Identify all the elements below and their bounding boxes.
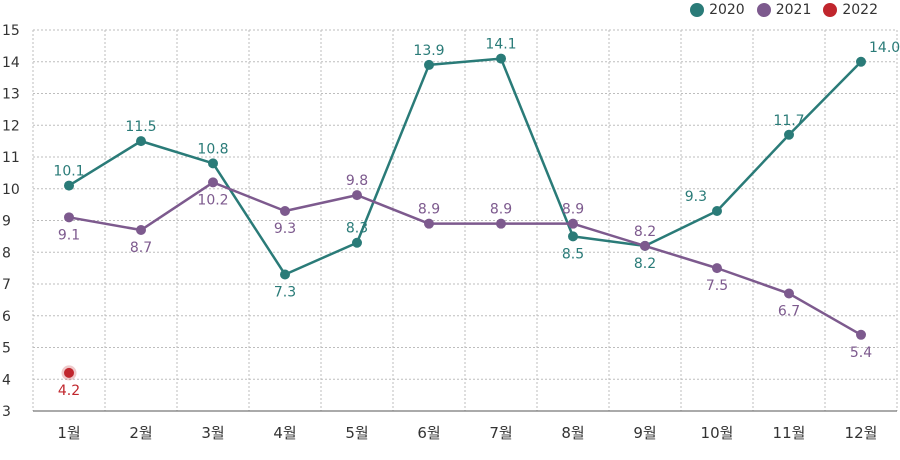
data-label-2020: 8.3 bbox=[346, 221, 368, 237]
x-tick-label: 8월 bbox=[561, 424, 584, 442]
data-point-2020 bbox=[424, 59, 434, 70]
y-tick-label: 6 bbox=[2, 309, 11, 325]
y-tick-label: 12 bbox=[2, 118, 20, 134]
data-label-2021: 8.2 bbox=[634, 224, 656, 240]
x-tick-label: 10월 bbox=[701, 424, 734, 442]
x-tick-label: 3월 bbox=[201, 424, 224, 442]
data-label-2020: 11.5 bbox=[125, 119, 156, 135]
y-tick-label: 7 bbox=[2, 277, 11, 293]
legend-label-2022: 2022 bbox=[842, 2, 878, 18]
legend-swatch-2021 bbox=[756, 3, 771, 17]
data-point-2021 bbox=[136, 225, 146, 236]
x-tick-label: 6월 bbox=[417, 424, 440, 442]
legend-item-2020: 2020 bbox=[690, 2, 745, 18]
data-label-2021: 8.9 bbox=[490, 202, 512, 218]
data-label-2021: 9.1 bbox=[58, 227, 80, 243]
data-label-2020: 14.1 bbox=[485, 37, 516, 53]
data-label-2021: 8.9 bbox=[562, 202, 584, 218]
y-tick-label: 10 bbox=[2, 182, 20, 198]
data-label-2021: 6.7 bbox=[778, 304, 800, 320]
data-point-2020 bbox=[352, 237, 362, 248]
y-tick-label: 4 bbox=[2, 372, 11, 388]
x-tick-label: 9월 bbox=[633, 424, 656, 442]
y-tick-label: 5 bbox=[2, 341, 11, 357]
y-tick-label: 9 bbox=[2, 214, 11, 230]
data-label-2020: 10.1 bbox=[53, 164, 84, 180]
x-tick-label: 7월 bbox=[489, 424, 512, 442]
data-label-2020: 8.5 bbox=[562, 246, 584, 262]
data-point-2021 bbox=[712, 263, 722, 274]
y-tick-label: 15 bbox=[2, 23, 20, 39]
data-point-2021 bbox=[208, 177, 218, 188]
data-label-2020: 14.0 bbox=[869, 40, 900, 56]
legend-label-2021: 2021 bbox=[775, 2, 812, 18]
y-tick-label: 14 bbox=[2, 55, 20, 71]
data-point-2021 bbox=[568, 218, 578, 229]
data-point-2020 bbox=[568, 231, 578, 242]
data-label-2021: 8.7 bbox=[130, 240, 152, 256]
x-tick-label: 2월 bbox=[129, 424, 152, 442]
data-point-2020 bbox=[784, 129, 794, 140]
data-label-2020: 11.7 bbox=[773, 113, 804, 129]
data-point-2021 bbox=[496, 218, 506, 229]
data-point-2020 bbox=[64, 180, 74, 191]
legend-item-2021: 2021 bbox=[756, 2, 812, 18]
legend-swatch-2020 bbox=[690, 3, 705, 17]
x-tick-label: 12월 bbox=[845, 424, 878, 442]
y-tick-label: 11 bbox=[2, 150, 20, 166]
data-label-2021: 8.9 bbox=[418, 202, 440, 218]
data-point-2021 bbox=[424, 218, 434, 229]
data-label-2021: 10.2 bbox=[197, 192, 228, 208]
data-point-2021 bbox=[352, 190, 362, 201]
y-tick-label: 8 bbox=[2, 245, 11, 261]
data-label-2020: 9.3 bbox=[685, 189, 707, 205]
data-label-2021: 9.3 bbox=[274, 221, 296, 237]
x-tick-label: 4월 bbox=[273, 424, 296, 442]
data-label-2020: 10.8 bbox=[197, 141, 228, 157]
data-label-2020: 7.3 bbox=[274, 284, 296, 300]
data-label-2020: 8.2 bbox=[634, 256, 656, 272]
data-point-2020 bbox=[856, 56, 866, 67]
x-tick-label: 1월 bbox=[57, 424, 80, 442]
legend: 2020 2021 2022 bbox=[690, 2, 878, 18]
data-point-2021 bbox=[640, 240, 650, 251]
data-label-2020: 13.9 bbox=[413, 43, 444, 59]
data-label-2021: 7.5 bbox=[706, 278, 728, 294]
data-point-2021 bbox=[280, 205, 290, 216]
data-point-2020 bbox=[496, 53, 506, 64]
legend-label-2020: 2020 bbox=[709, 2, 745, 18]
data-point-2020 bbox=[712, 205, 722, 216]
legend-swatch-2022 bbox=[823, 3, 838, 17]
legend-item-2022: 2022 bbox=[823, 2, 878, 18]
data-point-2020 bbox=[280, 269, 290, 280]
series-line-2020 bbox=[68, 57, 862, 276]
data-point-2021 bbox=[784, 288, 794, 299]
data-label-2021: 5.4 bbox=[850, 345, 872, 361]
x-tick-label: 5월 bbox=[345, 424, 368, 442]
x-tick-label: 11월 bbox=[773, 424, 806, 442]
data-point-2020 bbox=[208, 158, 218, 169]
y-tick-label: 13 bbox=[2, 87, 20, 103]
data-point-2021 bbox=[64, 212, 74, 223]
data-label-2021: 9.8 bbox=[346, 173, 368, 189]
series-line-2021 bbox=[68, 181, 862, 336]
data-point-2022 bbox=[64, 367, 74, 378]
data-label-2022: 4.2 bbox=[58, 383, 80, 399]
data-point-2021 bbox=[856, 329, 866, 340]
y-tick-label: 3 bbox=[2, 404, 11, 420]
data-point-2020 bbox=[136, 136, 146, 147]
